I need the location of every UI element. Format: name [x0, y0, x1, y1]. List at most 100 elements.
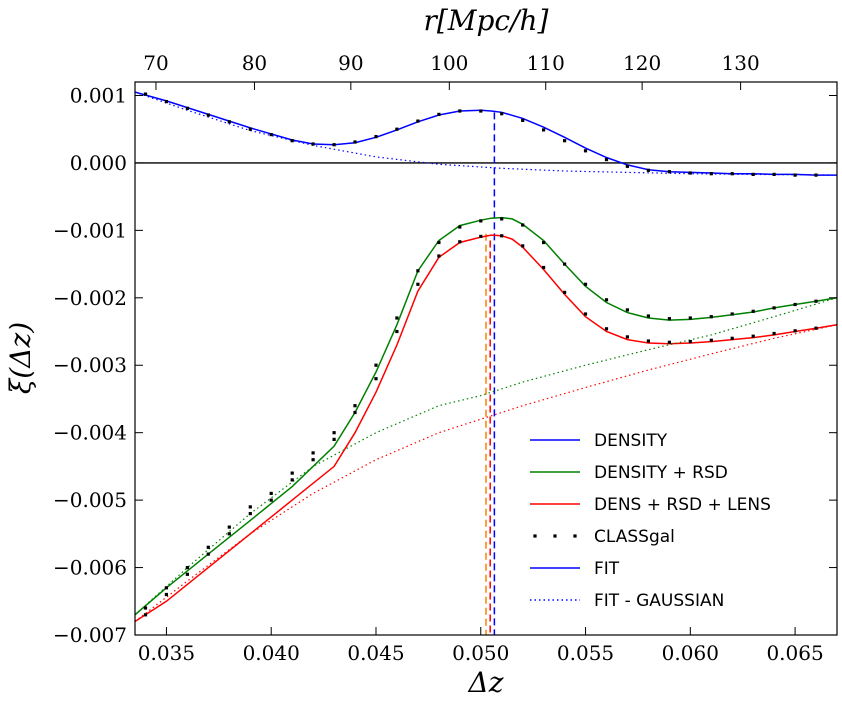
data-point-2-20 — [563, 290, 567, 294]
data-point-2-26 — [688, 340, 692, 344]
legend-marker-3 — [553, 534, 557, 538]
data-point-0-6 — [269, 133, 273, 137]
data-point-0-19 — [542, 128, 546, 132]
data-point-2-8 — [311, 458, 315, 462]
y-tick-label: −0.006 — [53, 556, 127, 580]
data-point-0-26 — [688, 171, 692, 175]
data-point-1-26 — [688, 316, 692, 320]
data-point-0-23 — [625, 164, 629, 168]
series-line-2 — [135, 234, 837, 623]
data-point-0-4 — [227, 120, 231, 124]
data-point-1-3 — [206, 545, 210, 549]
data-point-1-30 — [772, 306, 776, 310]
data-point-1-5 — [248, 505, 252, 509]
series-line-1 — [135, 216, 837, 616]
data-point-1-15 — [458, 225, 462, 229]
y-tick-label: −0.001 — [53, 218, 127, 242]
data-point-2-25 — [667, 340, 671, 344]
data-point-1-7 — [290, 471, 294, 475]
axes: 0.035 0.040 0.045 0.050 0.055 0.060 0.065 70 80 9… — [53, 51, 837, 665]
data-point-1-2 — [185, 566, 189, 570]
data-point-2-23 — [625, 335, 629, 339]
data-point-0-32 — [814, 173, 818, 177]
data-point-2-22 — [604, 327, 609, 331]
series-line-5 — [135, 324, 837, 622]
data-point-1-23 — [625, 308, 629, 312]
data-point-2-15 — [458, 240, 462, 244]
data-point-0-27 — [709, 172, 713, 176]
data-point-0-9 — [332, 143, 336, 147]
data-point-1-27 — [709, 315, 713, 319]
data-point-1-32 — [814, 299, 818, 303]
data-point-1-28 — [730, 312, 734, 316]
data-point-0-11 — [374, 135, 378, 139]
data-point-0-16 — [479, 109, 483, 113]
data-point-0-7 — [290, 139, 294, 143]
y-tick-label: −0.005 — [53, 488, 127, 512]
data-point-1-4 — [227, 525, 231, 529]
data-point-1-11 — [374, 363, 378, 367]
data-point-2-18 — [521, 244, 525, 248]
x-tick-label: 0.050 — [452, 641, 509, 665]
y-tick-label: 0.000 — [70, 151, 127, 175]
data-point-0-14 — [437, 112, 441, 116]
legend: DENSITY DENSITY + RSD DENS + RSD + LENS CLA… — [530, 431, 771, 611]
data-point-0-13 — [416, 119, 420, 123]
data-point-0-2 — [185, 106, 189, 110]
data-point-0-12 — [395, 127, 399, 131]
data-point-1-14 — [437, 240, 441, 245]
legend-marker-3 — [533, 534, 537, 538]
data-point-2-30 — [772, 331, 776, 336]
data-point-1-31 — [793, 302, 797, 307]
legend-label-3: CLASSgal — [594, 527, 675, 547]
top-tick-label: 70 — [143, 51, 168, 75]
data-point-2-7 — [290, 478, 294, 482]
y-tick-label: −0.004 — [53, 421, 127, 445]
top-tick-label: 110 — [527, 51, 565, 75]
data-point-2-21 — [583, 312, 588, 316]
data-point-1-9 — [332, 431, 336, 435]
data-point-0-15 — [458, 109, 462, 113]
data-point-0-8 — [311, 142, 315, 146]
top-tick-label: 90 — [338, 51, 363, 75]
y-axis-label: ξ(Δz) — [4, 322, 37, 394]
data-point-2-16 — [479, 234, 483, 238]
data-point-0-3 — [206, 113, 210, 117]
data-point-1-13 — [416, 269, 420, 273]
legend-label-4: FIT — [594, 559, 620, 579]
top-axis-label: r[Mpc/h] — [424, 4, 549, 37]
y-tick-label: 0.001 — [70, 83, 127, 107]
data-point-2-1 — [164, 592, 168, 597]
data-point-1-29 — [751, 309, 755, 313]
x-tick-label: 0.065 — [766, 641, 823, 665]
data-point-0-30 — [772, 172, 776, 176]
data-point-0-31 — [793, 173, 797, 177]
data-point-2-2 — [185, 572, 189, 576]
data-point-2-5 — [248, 512, 252, 516]
data-point-1-8 — [311, 451, 315, 455]
data-point-2-17 — [500, 234, 504, 238]
y-tick-label: −0.007 — [53, 623, 127, 647]
data-point-0-21 — [583, 149, 588, 153]
data-point-0-18 — [521, 118, 525, 122]
data-point-2-13 — [416, 282, 420, 286]
data-point-1-12 — [395, 316, 399, 320]
data-point-2-11 — [374, 377, 378, 381]
data-point-1-6 — [269, 491, 273, 495]
data-point-1-21 — [583, 282, 588, 286]
y-tick-label: −0.003 — [53, 353, 127, 377]
x-tick-label: 0.055 — [557, 641, 614, 665]
data-point-0-28 — [730, 172, 734, 176]
data-point-0-1 — [164, 100, 168, 104]
top-tick-label: 120 — [623, 51, 661, 75]
x-tick-label: 0.045 — [347, 641, 404, 665]
data-point-1-19 — [542, 240, 546, 245]
legend-label-1: DENSITY + RSD — [594, 463, 728, 483]
data-point-0-20 — [563, 139, 567, 143]
legend-label-2: DENS + RSD + LENS — [594, 495, 771, 515]
data-point-1-17 — [500, 217, 504, 221]
x-axis-label: Δz — [468, 666, 504, 699]
data-point-0-10 — [353, 140, 357, 144]
